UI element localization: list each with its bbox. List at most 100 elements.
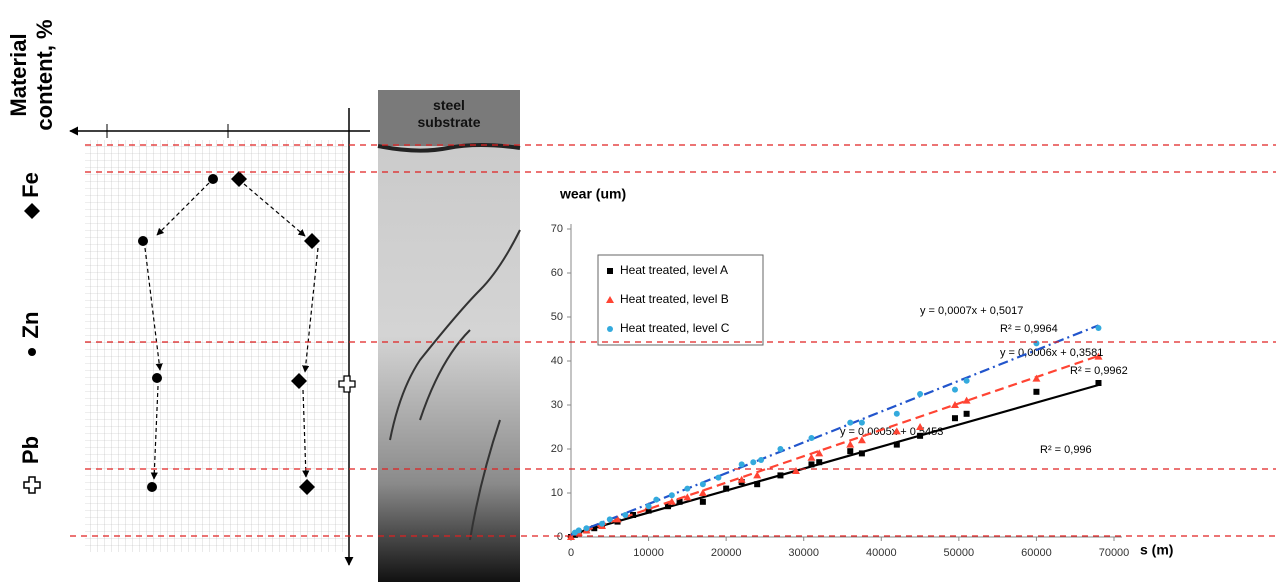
point bbox=[684, 485, 691, 492]
point bbox=[963, 410, 970, 417]
point bbox=[653, 496, 660, 503]
y-tick-label: 70 bbox=[551, 223, 563, 235]
point bbox=[754, 481, 761, 488]
point bbox=[753, 471, 762, 479]
point bbox=[613, 515, 622, 523]
fe-legend-icon bbox=[24, 203, 40, 219]
reference-lines bbox=[70, 144, 1276, 537]
point bbox=[1032, 374, 1041, 382]
axis-title: Materialcontent, % bbox=[6, 19, 57, 130]
y-tick-label: 10 bbox=[551, 487, 563, 499]
x-tick-label: 50000 bbox=[944, 547, 975, 559]
point bbox=[606, 516, 613, 523]
point bbox=[777, 446, 784, 452]
point bbox=[963, 377, 970, 384]
point bbox=[606, 296, 614, 303]
trend-arrows bbox=[144, 182, 319, 480]
point bbox=[738, 461, 745, 468]
point bbox=[607, 326, 613, 332]
point bbox=[808, 435, 815, 441]
micrograph-label: steel substrate bbox=[417, 97, 480, 130]
point bbox=[607, 268, 613, 274]
point bbox=[583, 525, 590, 532]
point bbox=[951, 386, 958, 393]
trend-line bbox=[570, 354, 1099, 537]
x-tick-label: 0 bbox=[568, 547, 574, 559]
point bbox=[847, 448, 854, 455]
x-tick-label: 30000 bbox=[788, 547, 819, 559]
point bbox=[1094, 352, 1103, 360]
label-line: substrate bbox=[417, 114, 480, 130]
y-tick-label: 20 bbox=[551, 443, 563, 455]
x-tick-label: 10000 bbox=[633, 547, 664, 559]
point bbox=[1033, 340, 1040, 347]
point bbox=[846, 440, 855, 448]
point bbox=[816, 459, 823, 466]
pb-legend-icon bbox=[23, 476, 41, 494]
point bbox=[750, 459, 757, 466]
point bbox=[630, 512, 637, 518]
point bbox=[599, 520, 606, 527]
point bbox=[950, 401, 959, 408]
point bbox=[808, 461, 815, 468]
trend-equation: y = 0,0006x + 0,3581 bbox=[1000, 347, 1103, 359]
trend-line bbox=[570, 324, 1099, 536]
point bbox=[962, 396, 971, 404]
point bbox=[893, 410, 900, 417]
point bbox=[916, 423, 925, 430]
trend-r2: R² = 0,996 bbox=[1040, 444, 1092, 456]
legend-label: Heat treated, level C bbox=[620, 321, 730, 335]
trend-equation: y = 0,0007x + 0,5017 bbox=[920, 305, 1023, 317]
wear-chart: wear (um) s (m) 0 10 20 30 40 50 60 70 0 10000 200… bbox=[551, 186, 1174, 559]
micrograph: steel substrate bbox=[377, 90, 521, 582]
trend-r2: R² = 0,9964 bbox=[1000, 323, 1058, 335]
point bbox=[622, 512, 629, 518]
axis-title-line: Material bbox=[6, 33, 31, 116]
trend-line bbox=[570, 383, 1099, 536]
y-tick-label: 0 bbox=[557, 531, 563, 543]
y-axis-title: wear (um) bbox=[559, 186, 626, 202]
point bbox=[892, 427, 901, 435]
point bbox=[917, 391, 924, 397]
legend-box bbox=[597, 254, 764, 346]
point bbox=[858, 450, 865, 457]
point bbox=[715, 474, 722, 481]
point bbox=[698, 489, 707, 496]
cracks bbox=[389, 229, 521, 541]
y-tick-label: 40 bbox=[551, 355, 563, 367]
point bbox=[645, 507, 652, 514]
x-tick-label: 60000 bbox=[1021, 547, 1052, 559]
point bbox=[676, 498, 683, 505]
point bbox=[777, 472, 784, 479]
point bbox=[847, 419, 854, 426]
element-label: Fe bbox=[18, 172, 43, 198]
zn-points bbox=[138, 174, 218, 492]
point bbox=[791, 467, 800, 474]
fe-points bbox=[231, 171, 320, 495]
point bbox=[699, 481, 706, 488]
substrate bbox=[378, 90, 520, 146]
y-tick-label: 60 bbox=[551, 267, 563, 279]
point bbox=[683, 493, 692, 501]
label-line: steel bbox=[433, 97, 465, 113]
y-tick-label: 30 bbox=[551, 399, 563, 411]
point bbox=[1033, 388, 1040, 395]
content-diagram: Materialcontent, % Fe Zn Pb bbox=[6, 19, 370, 566]
micrograph-image bbox=[378, 90, 520, 582]
point bbox=[737, 475, 746, 483]
x-tick-label: 70000 bbox=[1099, 547, 1130, 559]
y-tick-label: 50 bbox=[551, 311, 563, 323]
point bbox=[591, 525, 598, 532]
pb-marker bbox=[338, 375, 356, 393]
legend-label: Heat treated, level B bbox=[620, 292, 729, 306]
trend-equation: y = 0,0005x + 0,5453 bbox=[840, 426, 943, 438]
point bbox=[758, 457, 765, 463]
point bbox=[858, 419, 865, 426]
x-axis-title: s (m) bbox=[1140, 542, 1173, 558]
point bbox=[723, 485, 730, 492]
point bbox=[807, 453, 816, 461]
point bbox=[699, 498, 706, 505]
point bbox=[645, 503, 652, 510]
point bbox=[815, 449, 824, 457]
